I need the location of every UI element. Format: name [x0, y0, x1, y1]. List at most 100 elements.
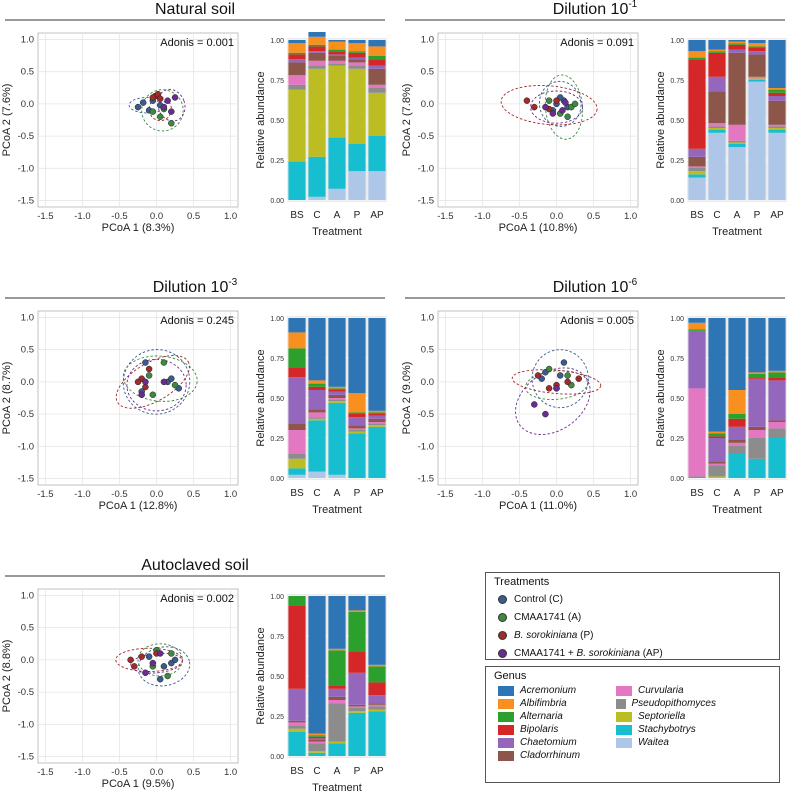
bar-y-tick-label: 0.75 [670, 356, 684, 363]
bar-segment-acremonium [688, 40, 706, 52]
bar-segment-bipolaris [348, 52, 366, 58]
bar-segment-septoriella [368, 425, 386, 427]
bar-segment-pseudopithomyces [768, 126, 786, 128]
bar-segment-curvularia [728, 124, 746, 141]
pcoa-y-tick-label: 0.0 [421, 99, 434, 110]
legend-label-combined-species: B. sorokiniana [576, 647, 640, 659]
bar-segment-septoriella [368, 92, 386, 136]
bar-segment-stachybotrys [288, 468, 306, 475]
bar-segment-acremonium [348, 596, 366, 611]
pcoa-y-tick-label: 1.0 [21, 590, 34, 601]
point-p [575, 375, 582, 382]
bar-segment-cladorrhinum [708, 91, 726, 124]
bar-segment-septoriella [308, 418, 326, 421]
bar-segment-septoriella [348, 711, 366, 713]
genus-label-alternaria: Alternaria [520, 711, 563, 722]
point-a [168, 119, 175, 127]
bar-segment-albifimbria [308, 380, 326, 384]
bar-segment-acremonium [308, 596, 326, 734]
bar-segment-acremonium [368, 40, 386, 47]
pcoa-x-tick-label: -0.5 [111, 211, 127, 222]
pcoa-x-axis-label: PCoA 1 (8.3%) [102, 222, 175, 234]
bar-segment-cladorrhinum [728, 439, 746, 443]
pcoa-x-tick-label: -1.0 [74, 211, 90, 222]
point-c [142, 359, 149, 366]
bar-segment-curvularia [728, 442, 746, 446]
point-a [149, 391, 157, 399]
pcoa-plot-area [37, 310, 239, 486]
bar-segment-septoriella [348, 68, 366, 144]
treatments-legend-title: Treatments [494, 576, 550, 588]
bar-x-axis-label: Treatment [712, 504, 762, 516]
bar-y-tick-label: 0.00 [670, 476, 684, 483]
bar-segment-cladorrhinum [708, 462, 726, 464]
point-ap [542, 103, 549, 111]
bar-segment-alternaria [708, 51, 726, 53]
treatments-legend: Treatments Control (C) CMAA1741 (A) B. s… [485, 572, 780, 660]
bar-segment-cladorrhinum [308, 52, 326, 61]
panel-title-exponent: -1 [628, 0, 637, 10]
genus-label-cladorrhinum: Cladorrhinum [520, 750, 581, 761]
bar-segment-bipolaris [348, 414, 366, 418]
bar-y-axis-label: Relative abundance [255, 71, 267, 168]
bar-y-tick-label: 0.00 [270, 476, 284, 483]
bar-x-axis-label: Treatment [312, 782, 362, 794]
pcoa-x-tick-label: 0.5 [187, 211, 200, 222]
combined-marker-icon [498, 648, 507, 658]
panel-title: Dilution 10-3 [153, 277, 238, 296]
bar-segment-chaetomium [708, 76, 726, 92]
bar-segment-bipolaris [328, 390, 346, 392]
pcoa-x-tick-label: -1.0 [474, 489, 490, 500]
bar-x-tick-label: AP [370, 210, 384, 221]
bar-segment-acremonium [728, 40, 746, 42]
bar-segment-albifimbria [728, 390, 746, 414]
bar-segment-waitea [708, 132, 726, 200]
genus-swatch-albifimbria [498, 698, 514, 709]
pcoa-x-tick-label: -1.0 [74, 489, 90, 500]
legend-label-control: Control (C) [514, 593, 563, 605]
bar-segment-chaetomium [308, 738, 326, 740]
bar-segment-pseudopithomyces [708, 126, 726, 128]
bar-segment-waitea [348, 171, 366, 200]
bar-segment-alternaria [308, 383, 326, 387]
panel-title-text: Dilution 10 [553, 1, 629, 18]
bar-x-tick-label: BS [690, 210, 704, 221]
bar-segment-stachybotrys [328, 137, 346, 189]
bar-segment-pseudopithomyces [288, 84, 306, 90]
point-a [571, 100, 579, 108]
bar-segment-albifimbria [368, 410, 386, 413]
bar-x-tick-label: P [754, 210, 761, 221]
bar-segment-stachybotrys [288, 161, 306, 200]
bar-segment-curvularia [288, 722, 306, 726]
bar-segment-albifimbria [348, 610, 366, 612]
legend-label-cmaa1741: CMAA1741 (A) [514, 611, 582, 623]
ellipse-p [115, 647, 183, 672]
pcoa-plot: -1.5 -1.0 -0.5 0.0 0.5 1.0 1.0 0.5 0.0 -0.5 -1.0 -1… [401, 32, 639, 234]
bar-segment-septoriella [328, 401, 346, 403]
bar-segment-pseudopithomyces [368, 88, 386, 93]
bar-segment-alternaria [308, 735, 326, 737]
bar-segment-albifimbria [688, 322, 706, 330]
pcoa-y-tick-label: 0.5 [21, 345, 34, 356]
bar-y-tick-label: 0.00 [670, 198, 684, 205]
bar-x-tick-label: A [334, 210, 341, 221]
pcoa-x-tick-label: 1.0 [224, 211, 237, 222]
bar-y-axis-label: Relative abundance [655, 71, 667, 168]
point-a [145, 372, 153, 379]
bar-y-tick-label: 1.00 [670, 38, 684, 45]
pcoa-x-tick-label: -1.0 [74, 767, 90, 778]
ellipse-ap [157, 88, 186, 122]
genus-swatch-curvularia [616, 685, 632, 696]
bar-segment-pseudopithomyces [728, 140, 746, 143]
bar-y-tick-label: 0.50 [670, 118, 684, 125]
bar-segment-septoriella [688, 171, 706, 175]
bar-segment-pseudopithomyces [348, 708, 366, 712]
control-marker-icon [498, 594, 507, 604]
pcoa-x-tick-label: 1.0 [224, 489, 237, 500]
bar-segment-albifimbria [768, 370, 786, 373]
pcoa-y-tick-label: -1.5 [18, 752, 34, 763]
bar-segment-septoriella [328, 65, 346, 138]
panel-dilution-10-3: Dilution 10-3 -1.5 -1.0 -0.5 0.0 0.5 1.0 1.0 0.5… [1, 277, 387, 516]
bar-segment-stachybotrys [308, 752, 326, 756]
bar-segment-pseudopithomyces [708, 465, 726, 477]
